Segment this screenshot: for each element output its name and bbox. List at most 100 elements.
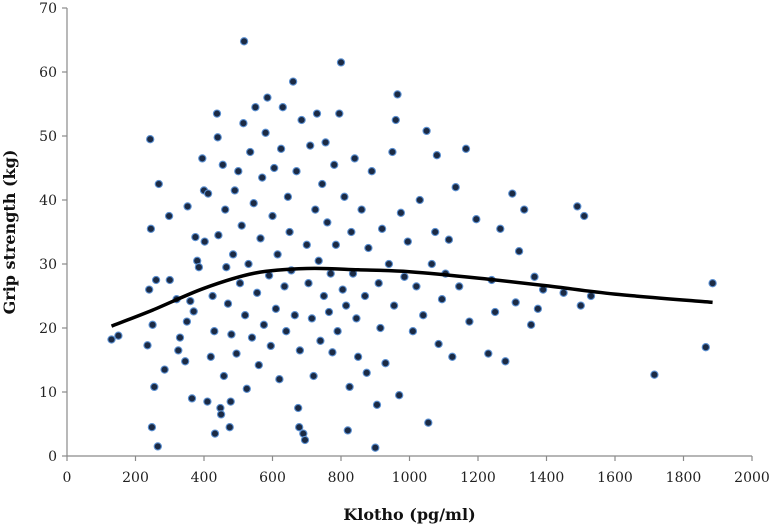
data-point [448,352,457,361]
data-point [276,144,286,153]
data-point [154,179,163,189]
data-point [455,282,464,291]
data-point [146,135,155,144]
data-point [333,327,342,336]
data-point [331,240,341,249]
data-point [461,144,471,153]
data-point [403,237,412,246]
data-point [526,320,536,329]
data-point [290,311,299,320]
data-point [222,263,231,272]
data-point [389,301,399,310]
data-point [302,240,311,249]
data-point [338,285,347,294]
data-point [318,179,327,189]
x-tick-label: 1200 [460,470,496,486]
data-point [145,285,154,294]
y-tick-label: 30 [39,257,57,273]
data-point [314,256,323,265]
data-point [246,147,255,157]
data-point [146,224,156,233]
data-point [219,371,229,381]
data-point [235,279,245,288]
data-point [304,279,313,288]
data-point [164,211,174,221]
y-axis-title: Grip strength (kg) [0,150,19,315]
data-point [143,341,152,350]
data-point [153,442,162,451]
y-tick-label: 60 [39,65,57,81]
data-point [249,199,258,208]
data-point [367,167,376,176]
data-point [345,382,354,392]
data-point [306,141,315,150]
data-point [203,189,213,198]
data-point [263,93,272,102]
data-point [530,272,539,281]
data-point [343,426,352,435]
data-point [174,346,183,355]
data-point [514,247,524,256]
data-point [230,186,239,195]
x-axis: 0 200 400 600 800 1000 1200 1400 1600 1800 2000 [63,455,770,486]
data-point [114,331,123,340]
data-point [198,154,207,163]
data-point [388,147,397,157]
data-point [400,272,409,281]
data-point [434,339,443,349]
data-point [424,418,433,427]
data-point [309,371,318,381]
data-point [362,368,371,377]
data-point [300,435,310,445]
data-point [321,138,330,147]
data-point [270,163,279,173]
data-point [239,119,248,128]
data-point [273,250,282,259]
data-point [223,299,233,308]
data-point [340,192,349,201]
data-point [234,167,243,176]
data-point [586,291,596,301]
data-point [107,335,116,344]
data-point [288,77,298,86]
x-tick-label: 1000 [392,470,428,486]
data-point [316,336,325,345]
data-point [427,259,436,269]
data-point [292,167,301,176]
data-point [384,259,394,269]
data-point [336,58,346,67]
data-point [203,397,212,406]
data-point [341,301,351,310]
data-point [256,234,265,243]
data-point [266,341,275,351]
data-point [208,291,217,301]
y-tick-label: 70 [39,1,57,17]
data-point [408,327,418,336]
data-point [415,195,424,205]
data-point [701,343,710,352]
data-point [237,221,246,230]
data-point [444,235,454,244]
data-point [247,333,257,342]
data-point [150,382,159,392]
data-point [227,330,236,339]
data-point [374,279,383,288]
data-point [189,307,198,316]
data-point [451,183,460,192]
data-point [437,295,447,304]
data-point [295,346,305,355]
data-point [280,282,289,291]
data-point [214,231,223,240]
data-point [496,224,505,233]
data-point [350,154,359,163]
x-tick-label: 0 [63,470,72,486]
data-point [186,296,195,306]
data-point [240,311,250,320]
data-point [422,126,431,136]
data-point [533,304,543,313]
data-point [228,250,238,259]
data-point [183,202,192,211]
data-point [239,37,249,46]
data-point [275,375,284,384]
trend-line [110,266,713,328]
